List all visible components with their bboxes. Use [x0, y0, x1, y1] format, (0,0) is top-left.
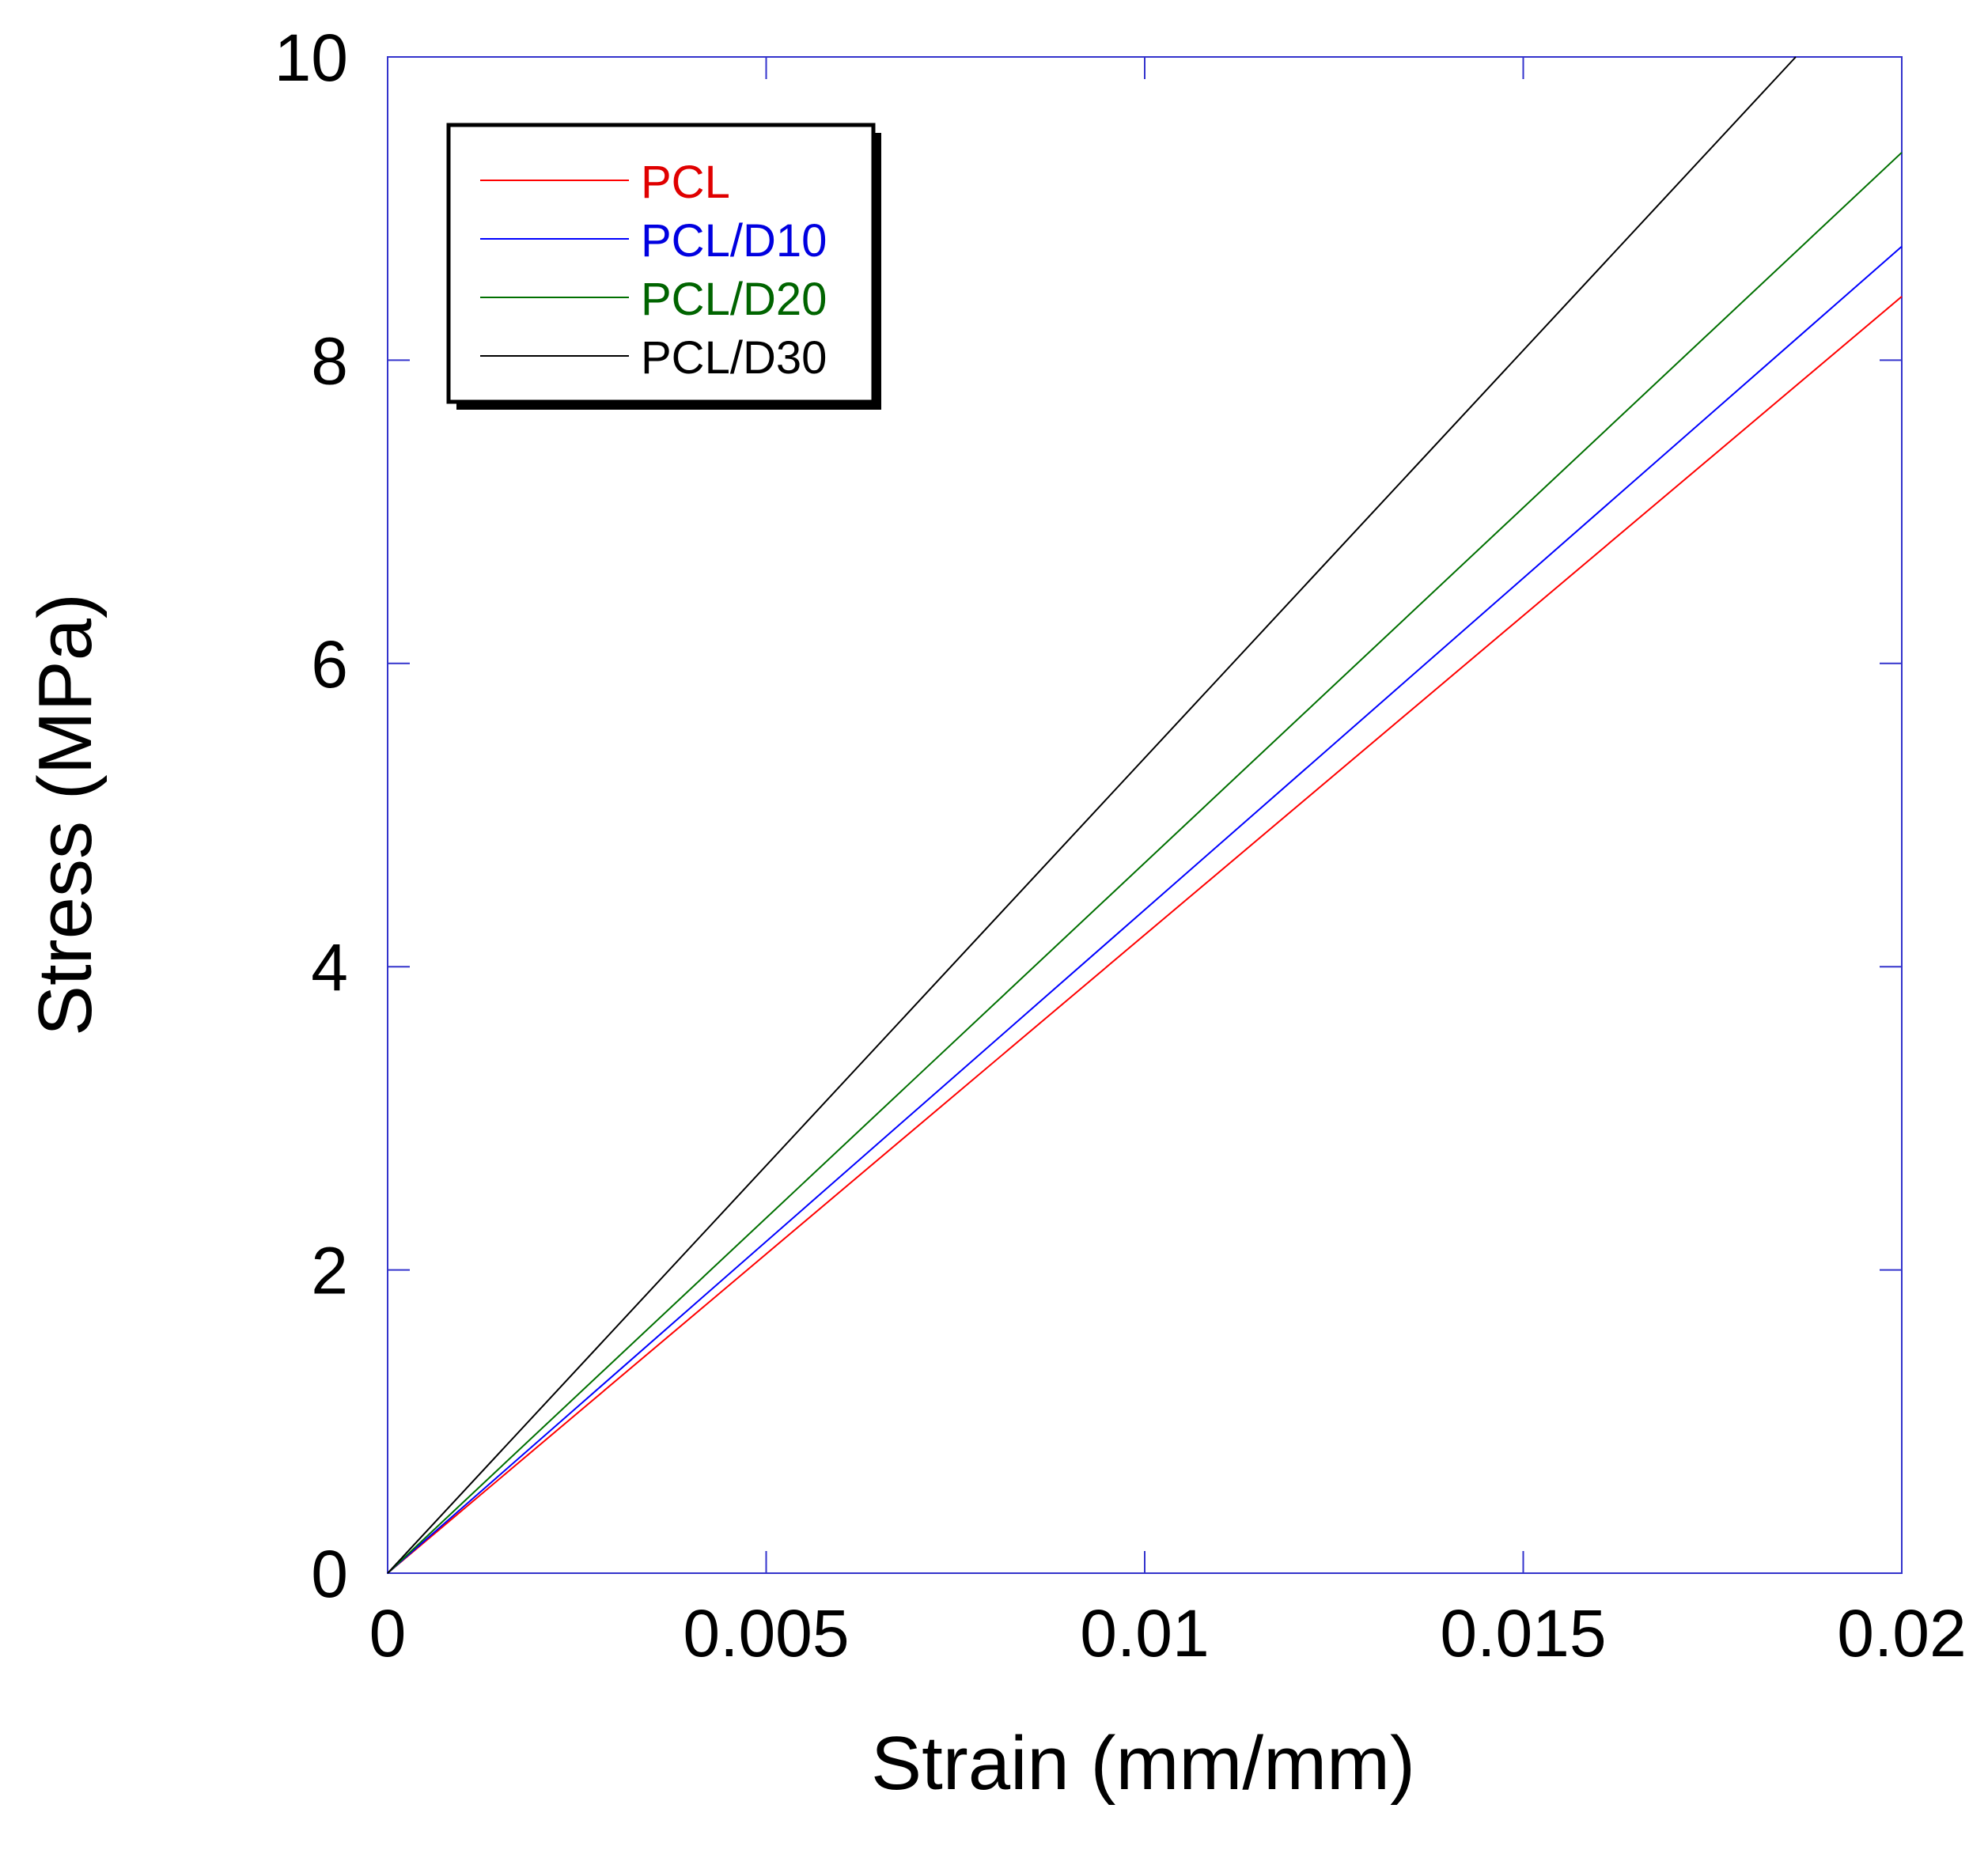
y-tick-label: 0	[311, 1537, 348, 1611]
y-axis-label: Stress (MPa)	[23, 593, 108, 1036]
series-line-pcl-d30	[387, 56, 1797, 1574]
legend: PCL PCL/D10 PCL/D20 PCL/D30	[446, 123, 881, 410]
axis-ticks	[387, 56, 1903, 1574]
series-lines	[387, 56, 1903, 1574]
series-line-pcl-d10	[387, 245, 1903, 1574]
series-line-pcl	[387, 296, 1903, 1574]
y-tick-label: 4	[311, 930, 348, 1004]
y-tick-label: 10	[275, 21, 348, 95]
y-tick-label: 2	[311, 1234, 348, 1308]
y-tick-label: 6	[311, 627, 348, 702]
tick-labels: 0 0.005 0.01 0.015 0.02 0 2 4 6 8 10	[275, 21, 1967, 1670]
legend-entry-label: PCL	[641, 157, 730, 208]
x-tick-label: 0.005	[683, 1596, 849, 1670]
x-axis-label: Strain (mm/mm)	[871, 1721, 1415, 1806]
x-tick-label: 0.02	[1837, 1596, 1967, 1670]
x-tick-label: 0	[369, 1596, 407, 1670]
series-line-pcl-d20	[387, 152, 1903, 1574]
legend-entry-label: PCL/D20	[641, 274, 827, 325]
x-tick-label: 0.015	[1440, 1596, 1606, 1670]
legend-entry-label: PCL/D10	[641, 215, 827, 267]
y-tick-label: 8	[311, 323, 348, 398]
legend-entry-label: PCL/D30	[641, 332, 827, 384]
x-tick-label: 0.01	[1080, 1596, 1210, 1670]
